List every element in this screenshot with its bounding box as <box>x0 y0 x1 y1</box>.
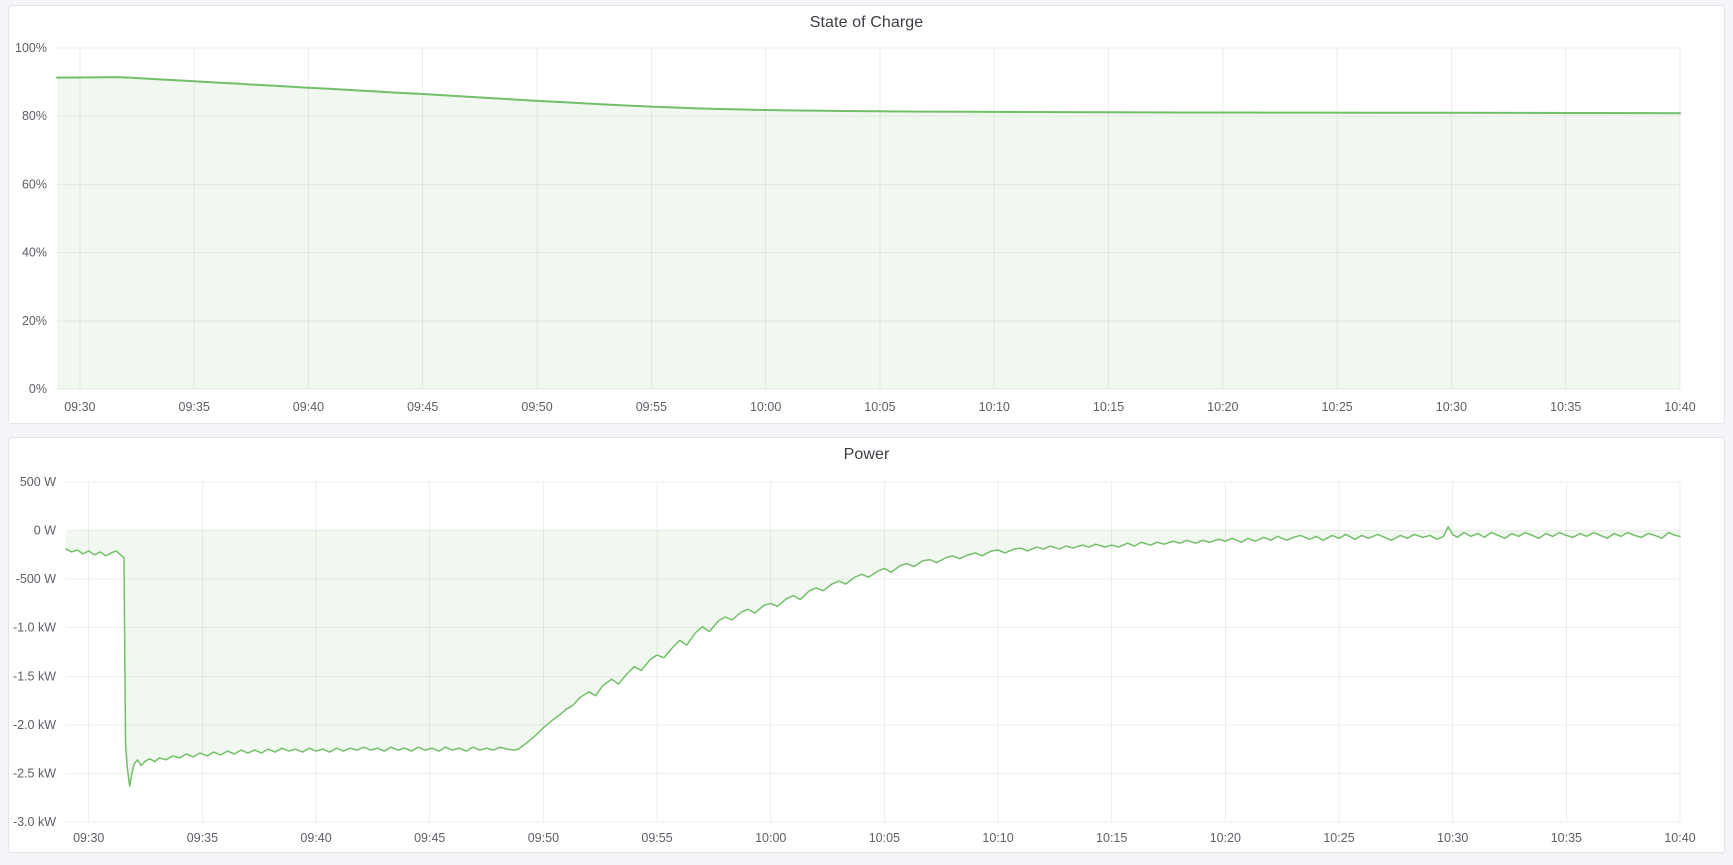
x-tick-label: 10:00 <box>755 831 786 845</box>
x-tick-label: 10:35 <box>1550 400 1581 414</box>
x-tick-label: 09:55 <box>636 400 667 414</box>
x-tick-label: 10:15 <box>1093 400 1124 414</box>
y-tick-label: -2.5 kW <box>13 766 56 780</box>
series-line <box>56 76 1681 115</box>
x-tick-label: 10:20 <box>1210 831 1241 845</box>
x-tick-label: 09:50 <box>521 400 552 414</box>
y-tick-label: 80% <box>22 109 47 123</box>
y-tick-label: 500 W <box>20 475 56 489</box>
y-tick-label: 0 W <box>34 524 56 538</box>
x-tick-label: 10:15 <box>1096 831 1127 845</box>
series-area <box>57 77 1680 389</box>
y-tick-label: -500 W <box>16 572 56 586</box>
state-of-charge-panel: State of Charge 100% 80% 60% 40% 20% 0% 09:30 0… <box>8 5 1725 424</box>
x-tick-label: 09:45 <box>414 831 445 845</box>
x-tick-label: 09:35 <box>179 400 210 414</box>
y-tick-label: 40% <box>22 246 47 260</box>
y-tick-label: 60% <box>22 177 47 191</box>
y-tick-label: 0% <box>29 382 47 396</box>
y-tick-label: -1.5 kW <box>13 669 56 683</box>
x-tick-label: 10:30 <box>1437 831 1468 845</box>
y-tick-label: -1.0 kW <box>13 621 56 635</box>
x-tick-label: 10:30 <box>1436 400 1467 414</box>
series-area <box>66 526 1680 787</box>
x-tick-label: 10:25 <box>1321 400 1352 414</box>
x-tick-label: 10:25 <box>1323 831 1354 845</box>
y-tick-label: 100% <box>15 41 47 55</box>
x-tick-label: 09:30 <box>73 831 104 845</box>
y-tick-label: 20% <box>22 314 47 328</box>
x-tick-label: 09:55 <box>641 831 672 845</box>
x-tick-label: 10:10 <box>979 400 1010 414</box>
y-tick-label: -3.0 kW <box>13 815 56 829</box>
y-tick-label: -2.0 kW <box>13 718 56 732</box>
x-tick-label: 09:45 <box>407 400 438 414</box>
x-tick-label: 10:10 <box>982 831 1013 845</box>
power-chart-canvas[interactable]: 500 W 0 W -500 W -1.0 kW -1.5 kW -2.0 kW -2.5 … <box>9 438 1724 853</box>
x-tick-label: 09:40 <box>300 831 331 845</box>
state-of-charge-chart-canvas[interactable]: 100% 80% 60% 40% 20% 0% 09:30 09:35 09:40 09:45 09… <box>9 6 1724 423</box>
series-line <box>65 525 1681 787</box>
x-tick-label: 09:50 <box>528 831 559 845</box>
x-tick-label: 10:00 <box>750 400 781 414</box>
x-tick-label: 10:20 <box>1207 400 1238 414</box>
x-tick-label: 10:40 <box>1664 400 1695 414</box>
x-tick-label: 09:40 <box>293 400 324 414</box>
x-tick-label: 10:05 <box>864 400 895 414</box>
power-panel: Power 500 W 0 W -500 W -1.0 kW -1.5 kW -2.0 k… <box>8 437 1725 853</box>
x-tick-label: 10:05 <box>869 831 900 845</box>
x-tick-label: 10:40 <box>1664 831 1695 845</box>
x-tick-label: 10:35 <box>1551 831 1582 845</box>
x-tick-label: 09:30 <box>64 400 95 414</box>
x-tick-label: 09:35 <box>187 831 218 845</box>
panel-title-power[interactable]: Power <box>843 446 890 463</box>
panel-title-state-of-charge[interactable]: State of Charge <box>809 14 924 31</box>
